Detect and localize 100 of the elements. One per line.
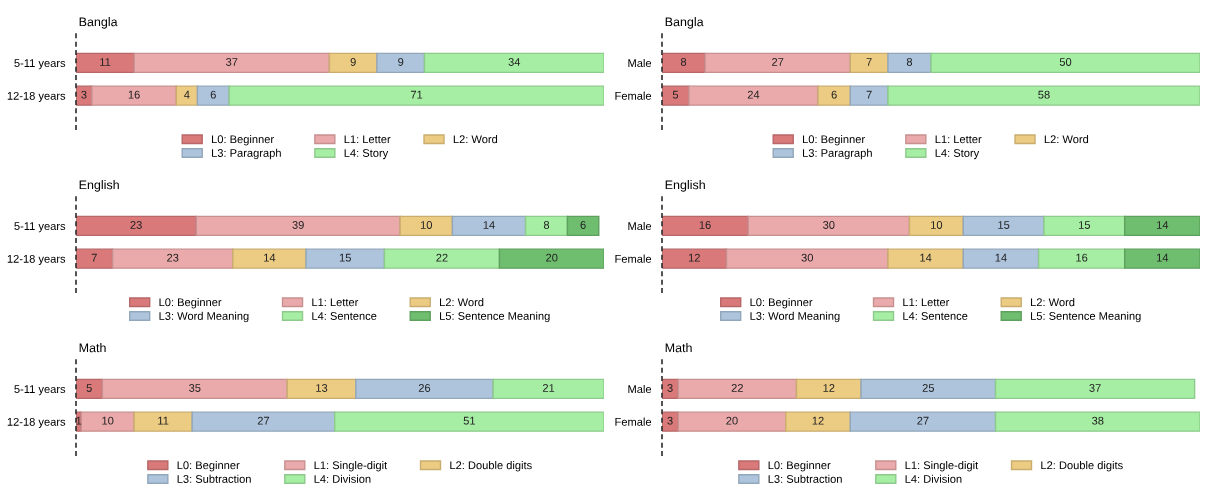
legend-label: L3: Word Meaning [750,311,840,323]
data-label: 34 [508,58,521,66]
bar [492,378,604,400]
data-label: 27 [772,58,784,66]
legend-label: L1: Single-digit [905,461,979,472]
y-tick-label: Male [628,58,652,68]
bar [101,378,288,400]
bar [175,85,199,106]
bar [498,248,604,269]
data-label: 14 [1157,221,1169,229]
data-label: 3 [81,90,87,99]
bar [91,85,178,106]
legend-label: L3: Word Meaning [159,311,249,323]
legend-label: L1: Letter [935,135,982,144]
data-label: 27 [257,416,270,425]
y-tick-label: Female [615,91,652,100]
y-tick-label: Female [615,417,652,426]
data-label: 22 [731,384,743,392]
data-label: 37 [226,58,238,66]
data-label: 15 [1079,221,1091,229]
data-label: 14 [995,253,1007,262]
data-label: 39 [292,221,304,229]
bar [908,215,964,237]
data-label: 6 [831,90,837,99]
data-label: 25 [922,384,935,392]
bar [399,215,454,237]
data-label: 7 [866,90,872,99]
legend-label: L1: Letter [903,298,950,307]
bar [1123,248,1200,269]
bar [994,411,1200,432]
data-label: 8 [906,58,913,66]
legend-label: L4: Sentence [312,312,377,320]
bar [849,52,889,74]
data-label: 6 [210,90,216,99]
bar [849,85,889,106]
bar [111,248,234,269]
legend-label: L4: Division [905,474,962,483]
legend-label: L2: Word [440,298,484,307]
bar [688,85,819,106]
data-label: 51 [463,416,475,425]
legend-label: L2: Word [453,135,498,144]
data-label: 3 [667,416,673,425]
chart-title: English [79,180,119,192]
data-label: 5 [86,384,92,392]
bar [725,248,889,269]
data-label: 16 [1076,253,1088,262]
bar [887,248,964,269]
legend-label: L0: Beginner [803,135,865,146]
data-label: 30 [823,221,835,229]
bar [76,52,135,74]
bar [355,378,494,400]
bar [677,411,787,432]
data-label: 7 [91,253,97,262]
legend-label: L0: Beginner [212,135,274,146]
data-label: 12 [823,384,835,392]
data-label: 27 [917,416,929,425]
data-label: 23 [130,221,142,229]
bar [1123,215,1200,237]
data-label: 8 [680,58,687,66]
y-tick-label: 12-18 years [7,91,66,102]
bar [196,85,230,106]
data-label: 12 [812,416,824,425]
data-label: 58 [1038,90,1050,99]
bar [962,215,1045,237]
bar [228,85,604,106]
data-label: 13 [316,384,328,392]
legend-label: L2: Double digits [450,461,532,472]
data-label: 26 [418,384,431,392]
bar [328,52,378,74]
bar [1037,248,1126,269]
data-label: 24 [747,90,760,99]
bar [677,378,798,400]
data-label: 21 [542,384,555,392]
y-tick-label: Male [628,221,652,231]
data-label: 14 [1157,253,1169,262]
bar [191,411,336,432]
bar [662,215,749,237]
bar [887,85,1200,106]
data-label: 12 [688,253,700,262]
bar [334,411,604,432]
chart-title: Math [79,343,106,353]
data-label: 14 [920,253,932,262]
y-tick-label: 5-11 years [14,222,66,233]
bar [662,85,690,106]
legend-label: L4: Sentence [903,312,968,320]
bar [76,248,114,269]
bar [795,378,862,400]
y-tick-label: 5-11 years [14,385,66,396]
data-label: 7 [866,58,872,66]
data-label: 9 [398,58,404,66]
legend-label: L0: Beginner [768,461,831,472]
data-label: 10 [420,221,432,229]
data-label: 1 [76,416,82,425]
legend-label: L1: Letter [312,298,359,307]
bar [566,215,600,237]
bar [305,248,386,269]
data-label: 3 [667,384,673,392]
legend-label: L0: Beginner [159,298,222,309]
bar [195,215,401,237]
legend-label: L5: Sentence Meaning [440,311,550,323]
